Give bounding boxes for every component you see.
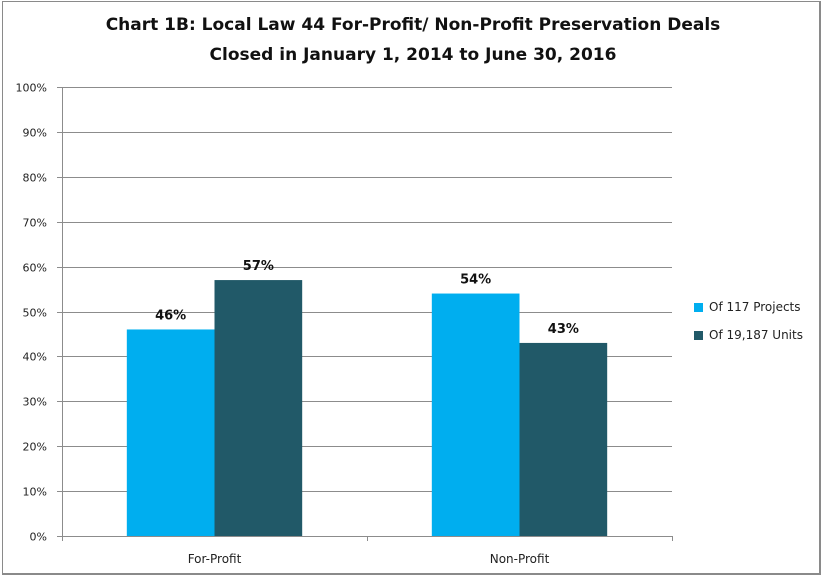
bar-units xyxy=(214,280,303,536)
bar-units xyxy=(519,342,608,536)
data-label: 43% xyxy=(548,322,579,337)
legend-swatch-units xyxy=(694,330,703,340)
y-tick-label: 20% xyxy=(23,441,47,454)
y-tick-label: 40% xyxy=(23,351,47,364)
legend-item-projects: Of 117 Projects xyxy=(694,300,803,314)
y-tick-label: 10% xyxy=(23,486,47,499)
legend-swatch-projects xyxy=(694,302,703,312)
x-category-label: Non-Profit xyxy=(490,552,550,566)
legend: Of 117 Projects Of 19,187 Units xyxy=(694,300,803,356)
y-tick-label: 100% xyxy=(16,82,47,95)
y-tick-label: 50% xyxy=(23,307,47,320)
x-category-label: For-Profit xyxy=(188,552,242,566)
bar-projects xyxy=(126,329,215,536)
y-tick-label: 80% xyxy=(23,172,47,185)
chart-title: Chart 1B: Local Law 44 For-Profit/ Non-P… xyxy=(105,15,721,35)
data-label: 46% xyxy=(155,308,186,323)
data-label: 57% xyxy=(243,259,274,274)
y-tick-label: 0% xyxy=(30,531,47,544)
data-label: 54% xyxy=(460,273,491,288)
legend-label-units: Of 19,187 Units xyxy=(709,328,803,342)
bar-projects xyxy=(431,293,520,536)
y-tick-label: 90% xyxy=(23,127,47,140)
y-tick-label: 70% xyxy=(23,217,47,230)
chart-subtitle: Closed in January 1, 2014 to June 30, 20… xyxy=(209,45,617,65)
y-tick-label: 60% xyxy=(23,262,47,275)
y-tick-label: 30% xyxy=(23,396,47,409)
legend-label-projects: Of 117 Projects xyxy=(709,300,801,314)
legend-item-units: Of 19,187 Units xyxy=(694,328,803,342)
